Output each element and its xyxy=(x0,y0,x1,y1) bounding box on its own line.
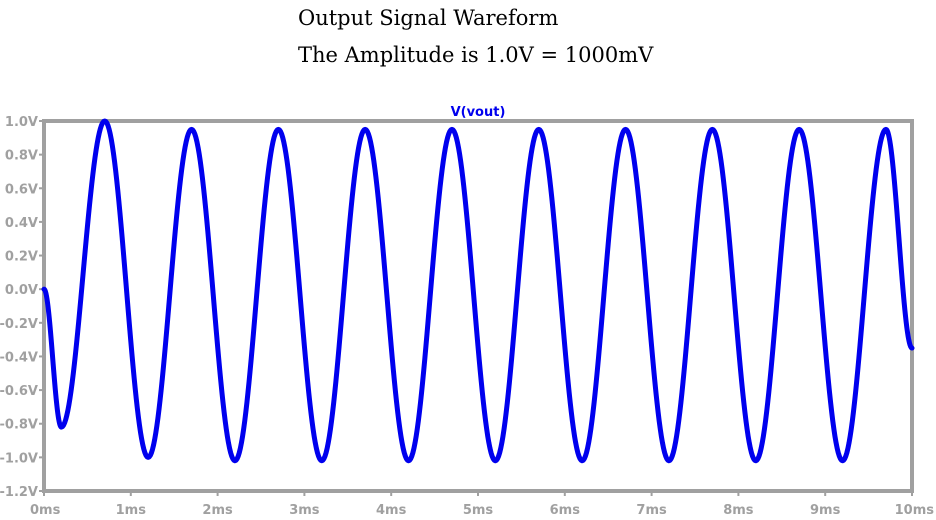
y-tick-label: 0.0V xyxy=(5,283,38,298)
y-tick-label: -1.2V xyxy=(0,485,38,500)
x-tick-label: 7ms xyxy=(636,503,667,518)
y-tick-label: -0.6V xyxy=(0,384,38,399)
x-tick-label: 3ms xyxy=(289,503,320,518)
x-tick-label: 6ms xyxy=(550,503,581,518)
x-tick-label: 4ms xyxy=(376,503,407,518)
y-tick-label: -0.4V xyxy=(0,350,38,365)
y-tick-label: 0.2V xyxy=(5,250,38,265)
y-tick-label: -0.8V xyxy=(0,418,38,433)
x-tick-label: 8ms xyxy=(723,503,754,518)
x-tick-label: 0ms xyxy=(30,503,61,518)
x-tick-label: 2ms xyxy=(202,503,233,518)
chart-subtitle: The Amplitude is 1.0V = 1000mV xyxy=(298,43,654,67)
y-tick-label: -0.2V xyxy=(0,317,38,332)
chart-title: Output Signal Wareform xyxy=(298,6,559,30)
series-line-v-vout- xyxy=(41,118,915,464)
y-axis: 1.0V 0.8V 0.6V 0.4V 0.2V 0.0V -0.2V -0.4V -0.6V -… xyxy=(0,115,44,500)
y-tick-label: 0.8V xyxy=(5,149,38,164)
y-tick-label: 1.0V xyxy=(5,115,38,130)
plot-area-frame xyxy=(42,119,914,493)
y-tick-label: 0.4V xyxy=(5,216,38,231)
y-tick-label: 0.6V xyxy=(5,182,38,197)
traces xyxy=(41,118,915,464)
y-tick-label: -1.0V xyxy=(0,451,38,466)
x-tick-label: 10ms xyxy=(895,503,935,518)
x-tick-label: 9ms xyxy=(810,503,841,518)
x-tick-label: 5ms xyxy=(463,503,494,518)
x-tick-label: 1ms xyxy=(116,503,147,518)
trace-label: V(vout) xyxy=(451,105,506,120)
x-axis: 0ms 1ms 2ms 3ms 4ms 5ms 6ms 7ms 8ms 9ms 10ms xyxy=(30,491,934,518)
